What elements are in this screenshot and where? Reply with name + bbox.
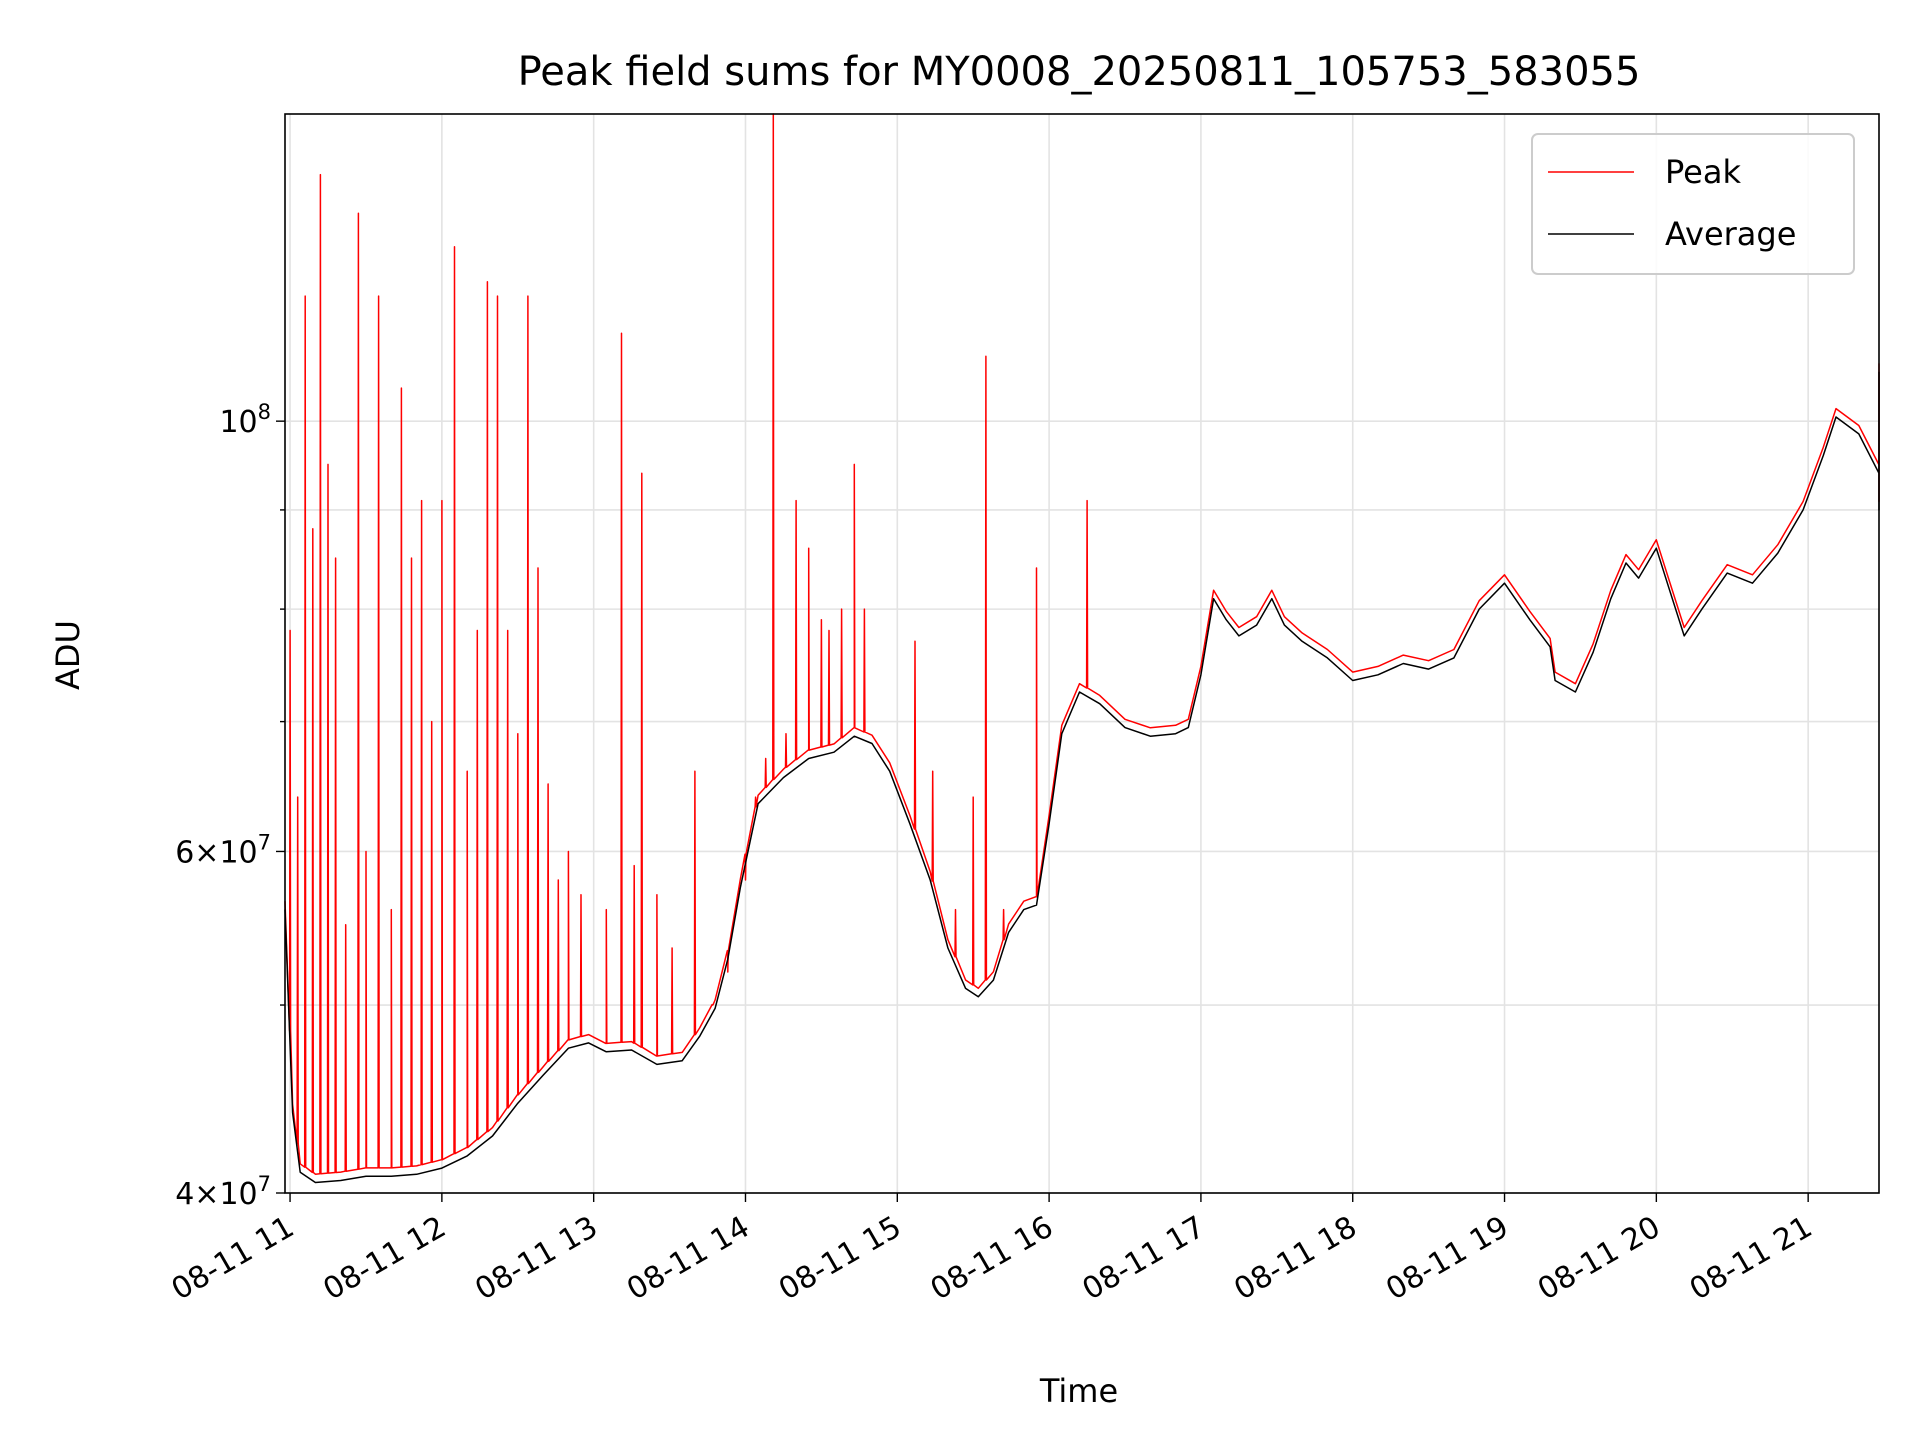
axes-frame — [284, 113, 1880, 1194]
legend-average-label: Average — [1665, 215, 1796, 253]
y-tick-label: 4×107 — [175, 1172, 271, 1212]
grid — [285, 114, 1879, 1194]
legend: Peak Average — [1531, 133, 1855, 275]
series-layer — [284, 113, 1880, 1184]
x-axis-label: Time — [1039, 1372, 1118, 1410]
y-axis-label: ADU — [49, 620, 87, 690]
legend-peak-label: Peak — [1665, 153, 1741, 191]
plot-area — [285, 114, 1879, 1193]
legend-frame — [1531, 133, 1855, 275]
chart-title: Peak field sums for MY0008_20250811_1057… — [518, 49, 1641, 95]
y-tick-label: 6×107 — [175, 830, 271, 870]
average-series-line — [284, 371, 1880, 1184]
